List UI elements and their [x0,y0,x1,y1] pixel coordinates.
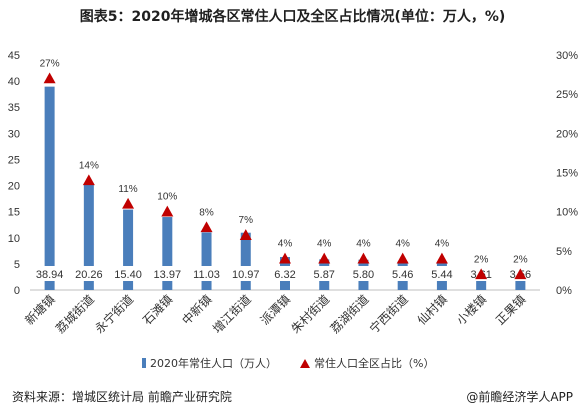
x-category-label: 宁西街道 [366,292,411,337]
population-bar [201,232,212,290]
y-left-tick-label: 45 [8,50,20,62]
bar-value-label: 13.97 [154,269,182,281]
y-left-tick-label: 30 [8,128,20,140]
x-category-label: 仙村镇 [415,292,450,327]
y-left-tick-label: 5 [14,259,20,271]
x-category-label: 荔城街道 [53,292,97,336]
share-value-label: 2% [474,254,489,265]
bar-value-label: 5.87 [314,269,335,281]
x-category-label: 朱村街道 [289,292,333,336]
bar-value-label-bg [150,266,185,281]
credit-note: @前瞻经济学人APP [466,390,573,404]
share-marker [514,268,527,280]
legend-marker-label: 常住人口全区占比（%） [314,357,435,370]
bar-value-label-bg [307,266,342,281]
bar-value-label-bg [32,266,67,281]
bar-value-label-bg [385,266,420,281]
share-marker [279,252,291,264]
legend-item-share: 常住人口全区占比（%） [300,355,434,371]
share-marker [435,252,448,264]
y-right-tick-label: 10% [556,207,578,219]
bar-value-label: 5.44 [431,269,452,281]
share-value-label: 10% [157,192,177,203]
share-value-label: 4% [435,239,450,250]
y-left-tick-label: 35 [8,102,20,114]
bar-value-label: 38.94 [36,269,64,281]
share-value-label: 8% [199,207,214,218]
chart-title: 图表5：2020年增城各区常住人口及全区占比情况(单位：万人，%) [79,9,506,25]
population-bar [44,86,55,290]
y-left-tick-label: 10 [8,233,20,245]
y-left-tick-label: 15 [8,207,20,219]
y-right-tick-label: 25% [556,89,578,101]
legend-bar-swatch [142,358,146,368]
share-value-label: 14% [79,160,99,171]
bar-value-label: 5.46 [392,269,413,281]
share-marker [396,252,409,264]
share-marker [200,221,213,233]
y-right-tick-label: 0% [556,285,572,297]
legend-triangle-icon [300,358,310,368]
bar-value-label-bg [268,266,302,281]
share-value-label: 11% [118,184,137,195]
share-marker [475,268,488,280]
bar-value-label-bg [424,266,459,281]
bar-value-label: 15.40 [114,269,142,281]
population-bar [83,184,94,290]
y-right-tick-label: 15% [556,168,578,180]
share-marker [239,229,252,240]
legend-bar-label: 2020年常住人口（万人） [150,357,277,370]
bar-value-label-bg [189,266,224,281]
bar-value-label-bg [71,266,106,281]
bar-value-label-bg [111,266,146,281]
x-category-label: 增江街道 [210,292,254,336]
population-bar [123,209,134,290]
x-category-label: 石滩镇 [140,292,175,327]
x-category-label: 荔湖街道 [327,292,372,337]
share-marker [122,197,135,209]
y-left-tick-label: 25 [8,154,20,166]
share-value-label: 2% [513,254,528,265]
bar-value-label-bg [346,266,381,281]
share-marker [82,174,95,186]
x-category-label: 小楼镇 [453,292,489,328]
y-right-tick-label: 30% [556,50,578,62]
y-right-tick-label: 5% [556,246,572,258]
share-marker [43,72,56,84]
bar-value-label: 20.26 [75,269,103,281]
share-value-label: 27% [40,59,60,70]
share-marker [161,205,174,217]
share-value-label: 4% [317,239,332,250]
share-marker [357,252,370,264]
y-left-tick-label: 20 [8,181,20,193]
legend-item-population: 2020年常住人口（万人） [142,355,277,371]
x-category-label: 正果镇 [493,292,528,327]
x-category-label: 永宁街道 [92,292,137,337]
bar-value-label-bg [228,266,263,281]
y-left-tick-label: 0 [14,285,20,297]
share-value-label: 4% [395,239,410,250]
bar-value-label: 11.03 [193,269,220,281]
y-left-tick-label: 40 [8,76,20,88]
x-category-label: 派潭镇 [258,292,293,327]
bar-value-label: 6.32 [274,269,295,281]
x-category-label: 中新镇 [179,292,215,328]
source-note: 资料来源：增城区统计局 前瞻产业研究院 [12,390,232,404]
x-category-label: 新塘镇 [22,292,58,328]
y-right-tick-label: 20% [556,128,578,140]
share-value-label: 4% [356,239,371,250]
bar-value-label: 10.97 [232,269,260,281]
share-marker [318,252,331,264]
population-bar [162,217,173,290]
population-bar [240,232,251,290]
bar-value-label: 5.80 [353,269,374,281]
share-value-label: 7% [239,215,254,226]
share-value-label: 4% [278,239,293,250]
